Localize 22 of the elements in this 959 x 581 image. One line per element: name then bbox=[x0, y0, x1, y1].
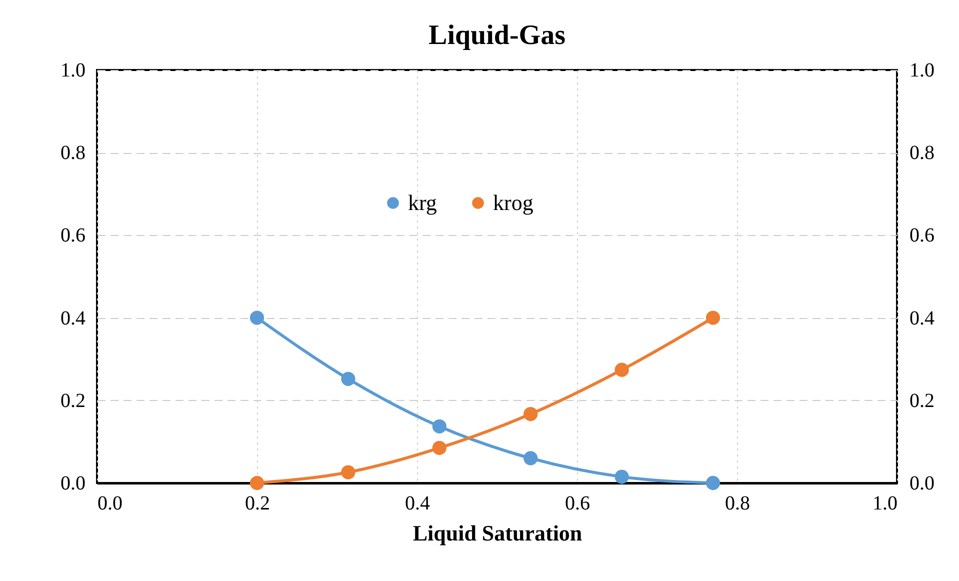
y-tick-label: 0.0 bbox=[60, 472, 86, 494]
y-tick-label: 1.0 bbox=[60, 60, 86, 82]
x-tick-label: 0.4 bbox=[405, 492, 430, 514]
y2-tick-label: 0.2 bbox=[910, 390, 934, 412]
x-tick-label: 0.2 bbox=[245, 492, 270, 514]
y2-tick-label: 0.8 bbox=[910, 142, 934, 164]
chart-title: Liquid-Gas bbox=[428, 20, 566, 51]
legend-label: krog bbox=[493, 190, 534, 215]
x-tick-label: 0.6 bbox=[565, 492, 590, 514]
x-tick-label: 1.0 bbox=[872, 492, 898, 514]
y2-tick-label: 0.0 bbox=[910, 472, 934, 494]
y2-tick-label: 0.6 bbox=[910, 224, 934, 247]
y2-tick-label: 1.0 bbox=[910, 60, 934, 82]
y2-tick-label: 0.4 bbox=[910, 307, 934, 330]
legend-label: krg bbox=[408, 190, 437, 215]
y-tick-label: 0.4 bbox=[60, 307, 86, 330]
y-tick-label: 0.2 bbox=[60, 390, 86, 412]
y-tick-label: 0.8 bbox=[60, 142, 86, 164]
x-tick-label: 0.8 bbox=[725, 492, 750, 514]
y-tick-label: 0.6 bbox=[60, 224, 86, 247]
x-tick-label: 0.0 bbox=[98, 492, 122, 514]
x-axis-title: Liquid Saturation bbox=[412, 520, 582, 546]
